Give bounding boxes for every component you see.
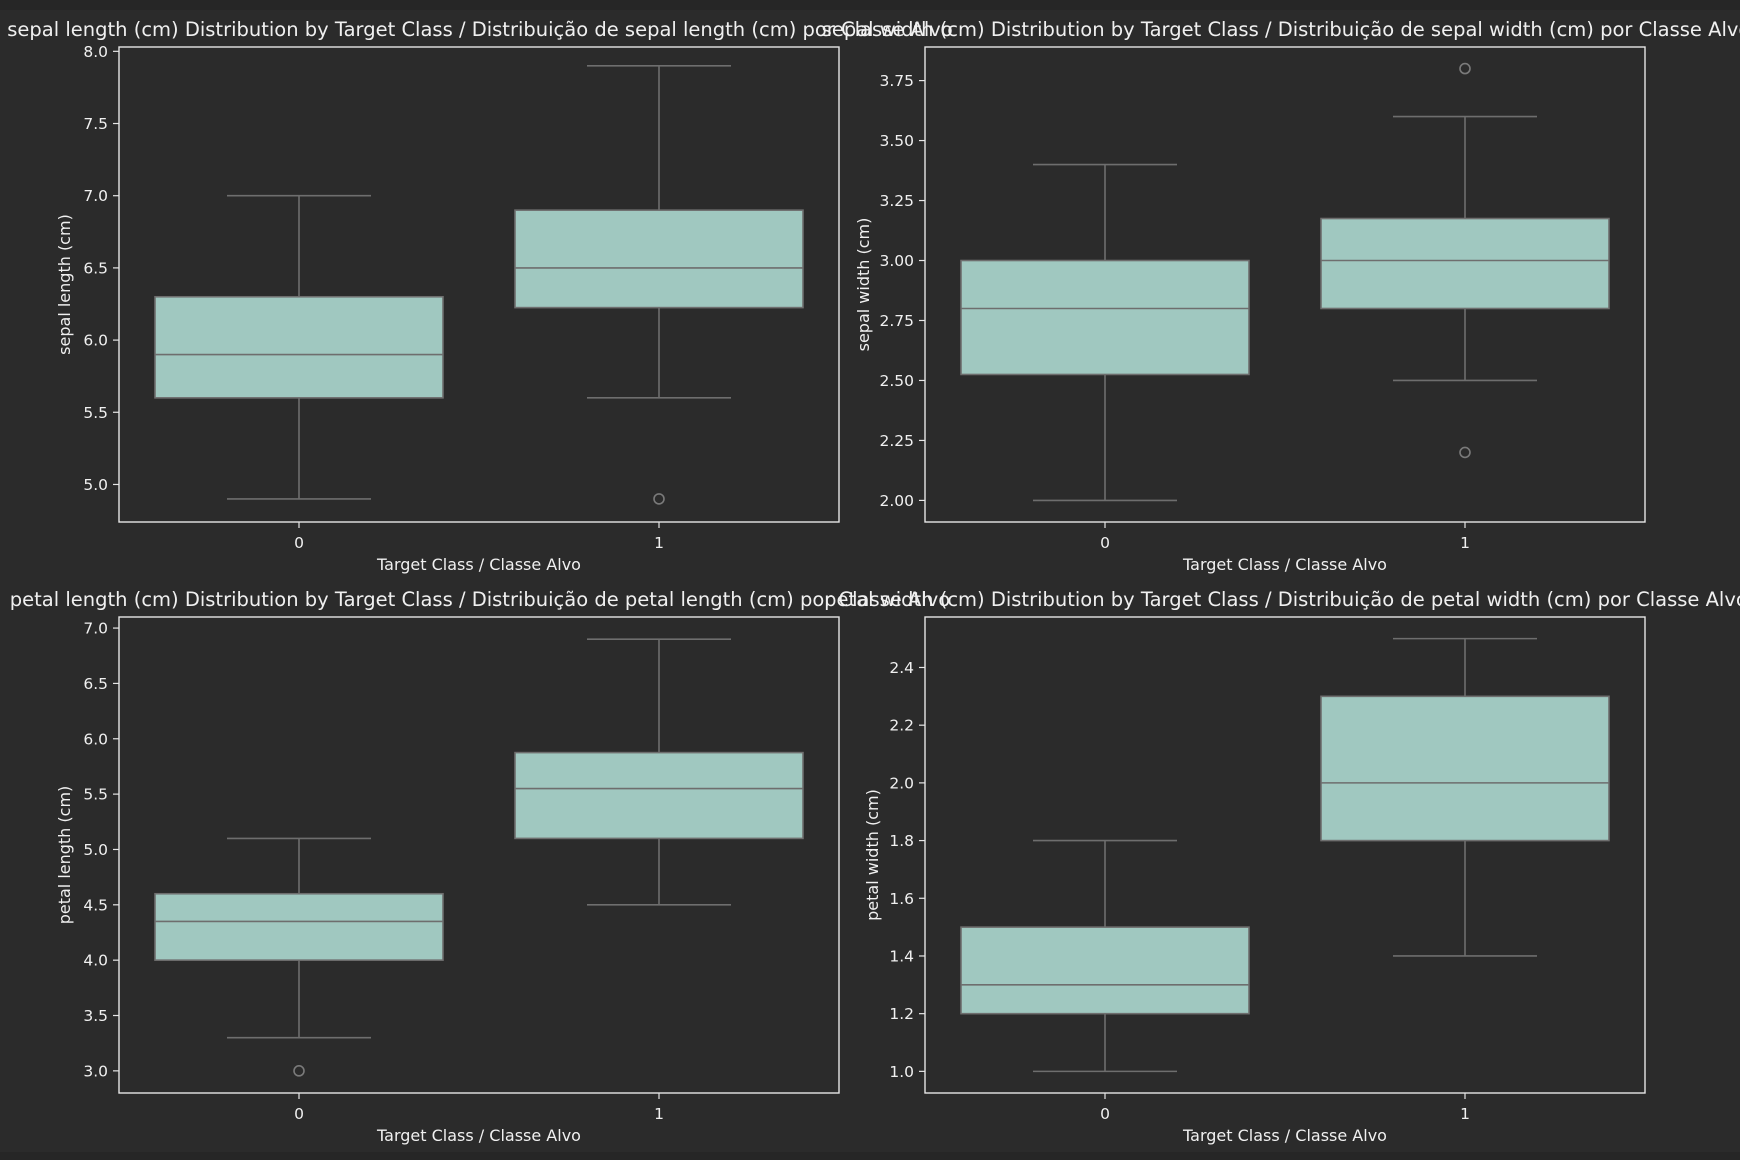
iqr-box (1320, 217, 1610, 310)
iqr-box (154, 892, 444, 961)
outlier-point (1459, 62, 1471, 75)
subplot-3: petal length (cm) Distribution by Target… (10, 588, 950, 1145)
subplot-title: petal width (cm) Distribution by Target … (824, 588, 1740, 611)
y-axis-label: sepal width (cm) (854, 218, 873, 352)
y-tick-label: 1.4 (889, 947, 914, 965)
x-tick-label: 0 (1100, 534, 1110, 552)
y-tick-label: 5.5 (83, 404, 108, 422)
y-tick-label: 2.00 (879, 492, 914, 510)
y-tick-label: 6.0 (83, 730, 108, 748)
x-tick-label: 0 (1100, 1105, 1110, 1123)
y-tick-label: 7.0 (83, 620, 108, 638)
x-tick-label: 0 (294, 1105, 304, 1123)
subplot-4: petal width (cm) Distribution by Target … (824, 588, 1740, 1145)
y-tick-label: 5.5 (83, 786, 108, 804)
axes-frame (118, 46, 840, 523)
x-axis-label: Target Class / Classe Alvo (376, 1126, 581, 1145)
x-tick-label: 1 (654, 1105, 664, 1123)
subplot-title: sepal length (cm) Distribution by Target… (7, 18, 953, 41)
y-tick-label: 3.5 (83, 1007, 108, 1025)
y-tick-label: 2.75 (879, 312, 914, 330)
axes-frame (924, 616, 1646, 1094)
y-tick-label: 8.0 (83, 43, 108, 61)
subplot-title: sepal width (cm) Distribution by Target … (822, 18, 1740, 41)
y-tick-label: 7.5 (83, 115, 108, 133)
iqr-box (514, 209, 804, 309)
x-tick-label: 1 (1460, 534, 1470, 552)
iqr-box (960, 926, 1250, 1015)
y-tick-label: 3.75 (879, 72, 914, 90)
subplot-title: petal length (cm) Distribution by Target… (10, 588, 950, 611)
iqr-box (1320, 695, 1610, 842)
y-tick-label: 4.5 (83, 896, 108, 914)
x-axis-label: Target Class / Classe Alvo (376, 555, 581, 574)
y-tick-label: 6.5 (83, 259, 108, 277)
outlier-point (293, 1065, 305, 1077)
y-tick-label: 1.8 (889, 832, 914, 850)
y-tick-label: 2.25 (879, 432, 914, 450)
y-tick-label: 3.25 (879, 192, 914, 210)
subplot-2: sepal width (cm) Distribution by Target … (822, 18, 1740, 574)
y-axis-label: sepal length (cm) (55, 214, 74, 355)
y-tick-label: 1.2 (889, 1005, 914, 1023)
x-axis-label: Target Class / Classe Alvo (1182, 1126, 1387, 1145)
y-tick-label: 3.50 (879, 132, 914, 150)
box-category-1 (514, 638, 804, 906)
box-category-0 (154, 837, 444, 1077)
box-category-0 (960, 163, 1250, 502)
y-tick-label: 6.5 (83, 675, 108, 693)
axes-frame (118, 616, 840, 1094)
axes-frame (924, 46, 1646, 523)
iqr-box (154, 295, 444, 399)
outlier-point (1459, 446, 1471, 459)
y-tick-label: 4.0 (83, 952, 108, 970)
x-tick-label: 0 (294, 534, 304, 552)
box-category-1 (1320, 62, 1610, 459)
y-tick-label: 7.0 (83, 187, 108, 205)
outlier-point (653, 493, 665, 505)
box-category-0 (960, 839, 1250, 1073)
x-axis-label: Target Class / Classe Alvo (1182, 555, 1387, 574)
subplot-1: sepal length (cm) Distribution by Target… (7, 18, 953, 574)
y-tick-label: 5.0 (83, 841, 108, 859)
y-tick-label: 5.0 (83, 476, 108, 494)
y-tick-label: 2.50 (879, 372, 914, 390)
iqr-box (960, 259, 1250, 376)
y-tick-label: 2.0 (889, 774, 914, 792)
box-category-0 (154, 194, 444, 500)
box-category-1 (514, 64, 804, 505)
y-tick-label: 3.0 (83, 1062, 108, 1080)
top-strip (0, 0, 1740, 10)
y-tick-label: 2.4 (889, 659, 914, 677)
y-tick-label: 2.2 (889, 717, 914, 735)
y-tick-label: 6.0 (83, 332, 108, 350)
bottom-strip (0, 1152, 1740, 1160)
y-tick-label: 1.6 (889, 890, 914, 908)
y-tick-label: 1.0 (889, 1063, 914, 1081)
y-axis-label: petal width (cm) (863, 789, 882, 921)
box-category-1 (1320, 637, 1610, 957)
x-tick-label: 1 (1460, 1105, 1470, 1123)
iqr-box (514, 751, 804, 840)
y-tick-label: 3.00 (879, 252, 914, 270)
x-tick-label: 1 (654, 534, 664, 552)
y-axis-label: petal length (cm) (55, 786, 74, 925)
